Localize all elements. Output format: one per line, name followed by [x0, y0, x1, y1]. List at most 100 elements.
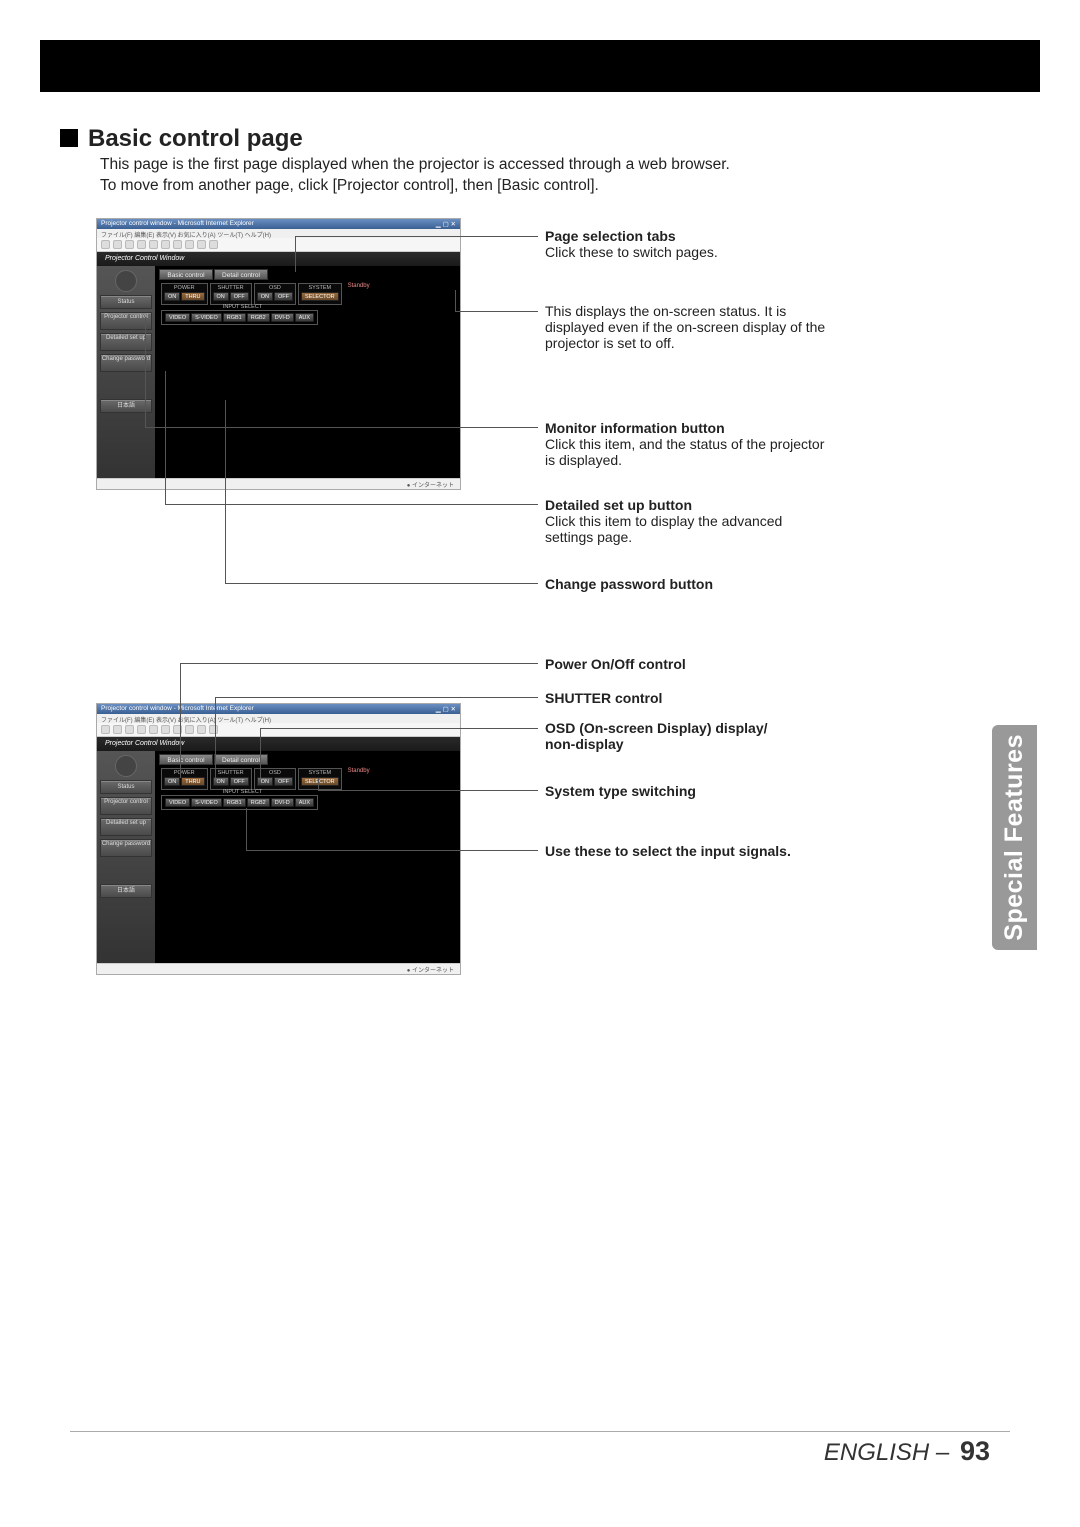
callout-osd: OSD (On-screen Display) display/ non-dis…: [545, 720, 768, 752]
print-icon: [209, 725, 218, 734]
browser-toolbar: [97, 238, 460, 252]
group-power-2: POWER ON THRU: [161, 768, 208, 790]
tab-basic-control[interactable]: Basic control: [159, 269, 213, 280]
window-title: Projector control window - Microsoft Int…: [101, 220, 254, 228]
lead-line: [260, 728, 261, 778]
system-label-2: SYSTEM: [308, 770, 331, 776]
input-video-button-2[interactable]: VIDEO: [165, 798, 190, 807]
input-aux-button[interactable]: AUX: [295, 313, 314, 322]
power-label: POWER: [174, 285, 195, 291]
side-tab-label: Special Features: [1000, 734, 1029, 941]
group-shutter: SHUTTER ON OFF: [210, 283, 252, 305]
input-svideo-button-2[interactable]: S-VIDEO: [191, 798, 222, 807]
input-aux-button-2[interactable]: AUX: [295, 798, 314, 807]
system-selector-button-2[interactable]: SELECTOR: [301, 777, 339, 786]
intro-line-2: To move from another page, click [Projec…: [100, 176, 730, 197]
osd-on-button[interactable]: ON: [257, 292, 273, 301]
input-dvid-button[interactable]: DVI-D: [271, 313, 294, 322]
system-selector-button[interactable]: SELECTOR: [301, 292, 339, 301]
screenshot-1: Projector control window - Microsoft Int…: [96, 218, 461, 490]
osd-label-2: OSD: [269, 770, 281, 776]
shutter-label: SHUTTER: [218, 285, 244, 291]
shutter-off-button-2[interactable]: OFF: [230, 777, 249, 786]
callout-3-l1: Click this item, and the status of the p…: [545, 436, 824, 452]
power-on-button[interactable]: ON: [164, 292, 180, 301]
input-dvid-button-2[interactable]: DVI-D: [271, 798, 294, 807]
osd-on-button-2[interactable]: ON: [257, 777, 273, 786]
lead-line: [145, 317, 146, 427]
sidebar-status[interactable]: Status: [100, 295, 152, 309]
callout-4-hd: Detailed set up button: [545, 497, 782, 513]
callout-shutter: SHUTTER control: [545, 690, 662, 706]
input-rgb2-button[interactable]: RGB2: [247, 313, 270, 322]
page-footer: ENGLISH – 93: [824, 1436, 990, 1467]
section-intro: This page is the first page displayed wh…: [100, 155, 730, 197]
sidebar-projector-control-2[interactable]: Projector control: [100, 797, 152, 815]
print-icon: [209, 240, 218, 249]
back-icon: [101, 240, 110, 249]
callout-1-hd: Page selection tabs: [545, 228, 718, 244]
lead-line: [455, 290, 456, 312]
side-tab: Special Features: [992, 725, 1037, 950]
window-controls-icon-2: ▁ ▢ ✕: [436, 705, 456, 713]
input-svideo-button[interactable]: S-VIDEO: [191, 313, 222, 322]
home-icon: [149, 240, 158, 249]
shutter-label-2: SHUTTER: [218, 770, 244, 776]
search-icon: [161, 725, 170, 734]
input-rgb1-button-2[interactable]: RGB1: [223, 798, 246, 807]
power-on-button-2[interactable]: ON: [164, 777, 180, 786]
window-controls-icon: ▁ ▢ ✕: [436, 220, 456, 228]
shutter-on-button[interactable]: ON: [213, 292, 229, 301]
callout-monitor-info: Monitor information button Click this it…: [545, 420, 824, 468]
sidebar-change-password-2[interactable]: Change password: [100, 839, 152, 857]
sidebar-jp-2[interactable]: 日本語: [100, 884, 152, 898]
logo-icon: [115, 755, 137, 777]
callout-4-l1: Click this item to display the advanced: [545, 513, 782, 529]
shutter-off-button[interactable]: OFF: [230, 292, 249, 301]
lead-line: [165, 504, 538, 505]
mail-icon: [197, 725, 206, 734]
power-label-2: POWER: [174, 770, 195, 776]
callout-9-hd: System type switching: [545, 783, 696, 799]
tab-basic-control-2[interactable]: Basic control: [159, 754, 213, 765]
sidebar-detailed-setup-2[interactable]: Detailed set up: [100, 818, 152, 836]
control-row-2b: INPUT SELECT VIDEO S-VIDEO RGB1 RGB2 DVI…: [161, 791, 318, 813]
tab-detail-control[interactable]: Detail control: [214, 269, 268, 280]
page-black-header: [40, 40, 1040, 92]
back-icon: [101, 725, 110, 734]
callout-10-hd: Use these to select the input signals.: [545, 843, 791, 859]
input-video-button[interactable]: VIDEO: [165, 313, 190, 322]
lead-line: [295, 236, 296, 272]
pcw-bar: Projector Control Window: [97, 252, 460, 266]
sidebar-status-2[interactable]: Status: [100, 780, 152, 794]
sidebar: Status Projector control Detailed set up…: [97, 266, 155, 478]
power-thru-button-2[interactable]: THRU: [181, 777, 204, 786]
workspace-2: Status Projector control Detailed set up…: [97, 751, 460, 963]
refresh-icon: [137, 725, 146, 734]
standby-status-2: Standby: [348, 768, 370, 790]
footer-rule: [70, 1431, 1010, 1432]
callout-osd-status: This displays the on-screen status. It i…: [545, 303, 825, 351]
input-rgb1-button[interactable]: RGB1: [223, 313, 246, 322]
ie-statusbar-2: ● インターネット: [97, 963, 460, 974]
callout-3-l2: is displayed.: [545, 452, 824, 468]
menubar-2: ファイル(F) 編集(E) 表示(V) お気に入り(A) ツール(T) ヘルプ(…: [97, 714, 460, 723]
callout-3-hd: Monitor information button: [545, 420, 824, 436]
callout-power: Power On/Off control: [545, 656, 686, 672]
input-rgb2-button-2[interactable]: RGB2: [247, 798, 270, 807]
callout-change-password: Change password button: [545, 576, 713, 592]
callout-2-l1: This displays the on-screen status. It i…: [545, 303, 825, 319]
lead-line: [180, 663, 181, 778]
power-thru-button[interactable]: THRU: [181, 292, 204, 301]
lead-line: [215, 697, 538, 698]
osd-label: OSD: [269, 285, 281, 291]
control-row-1b: POWER ON THRU SHUTTER ON OFF OSD: [161, 768, 370, 790]
main-panel-2: Basic control Detail control POWER ON TH…: [155, 751, 460, 963]
footer-page-number: 93: [960, 1436, 990, 1466]
osd-off-button-2[interactable]: OFF: [274, 777, 293, 786]
stop-icon: [125, 725, 134, 734]
osd-off-button[interactable]: OFF: [274, 292, 293, 301]
history-icon: [185, 725, 194, 734]
logo-icon: [115, 270, 137, 292]
forward-icon: [113, 240, 122, 249]
